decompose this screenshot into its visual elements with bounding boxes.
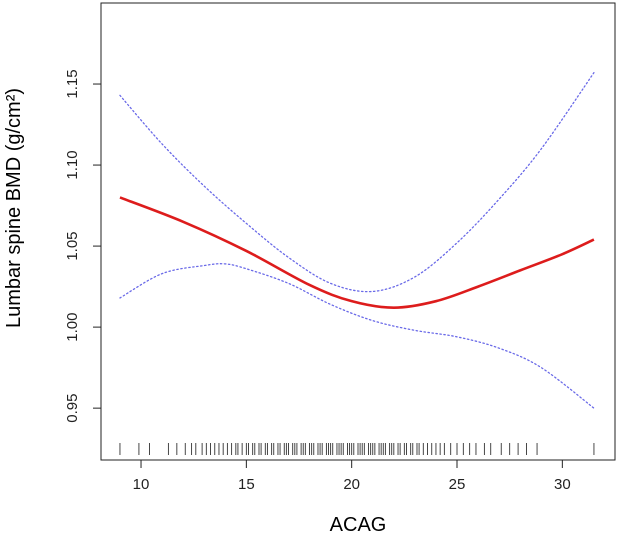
fit-line [119, 196, 595, 309]
series-group [119, 72, 595, 409]
y-tick-label: 1.15 [64, 69, 81, 98]
y-tick-label: 1.05 [64, 231, 81, 260]
y-tick-label: 0.95 [64, 394, 81, 423]
lower-ci-line [119, 263, 595, 409]
x-tick-label: 25 [449, 476, 466, 493]
x-tick-label: 30 [554, 476, 571, 493]
x-tick-label: 20 [343, 476, 360, 493]
y-tick-label: 1.00 [64, 313, 81, 342]
x-tick-label: 15 [238, 476, 255, 493]
x-axis-title: ACAG [330, 514, 387, 536]
y-axis-title: Lumbar spine BMD (g/cm²) [3, 88, 25, 328]
y-tick-label: 1.10 [64, 150, 81, 179]
y-axis: 0.95 1.00 1.05 1.10 1.15 [64, 69, 101, 423]
upper-ci-line [119, 72, 595, 293]
rug-plot [119, 443, 595, 455]
x-tick-label: 10 [133, 476, 150, 493]
plot-frame [100, 2, 616, 461]
x-axis: 10 15 20 25 30 [133, 460, 571, 493]
